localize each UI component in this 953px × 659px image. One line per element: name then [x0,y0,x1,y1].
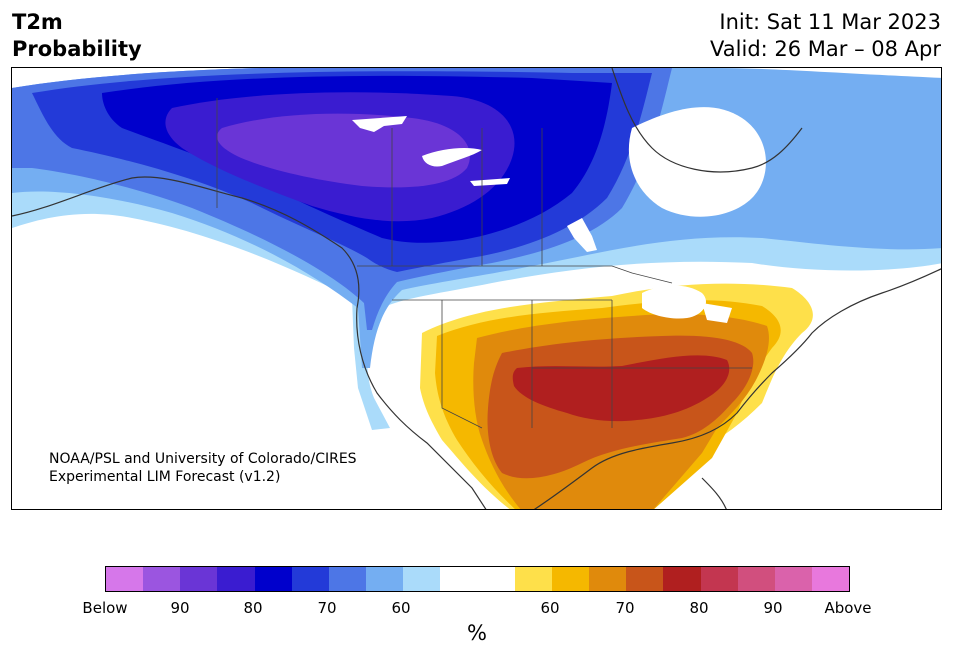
map-canvas [12,68,941,509]
colorbar-swatch [774,567,812,591]
colorbar-tick-label: 60 [391,599,411,617]
colorbar-tick-label: 70 [615,599,635,617]
lake-athabasca [470,178,510,186]
colorbar-swatch [663,567,701,591]
colorbar-swatch [106,567,144,591]
credit-line-1: NOAA/PSL and University of Colorado/CIRE… [49,451,357,467]
colorbar-unit: % [467,621,487,645]
colorbar-swatch [551,567,590,591]
colorbar-swatch [737,567,775,591]
colorbar-swatch [514,567,552,591]
colorbar-swatch [328,567,367,591]
colorbar-tick-label: 70 [317,599,337,617]
hudson-bay-water [628,107,766,217]
colorbar-tick-label: Below [82,599,128,617]
colorbar-swatch [700,567,738,591]
coastlines [12,68,941,509]
forecast-dates: Init: Sat 11 Mar 2023 Valid: 26 Mar – 08… [710,9,941,63]
title-line-1: T2m [12,10,63,34]
colorbar-tick-label: Above [824,599,872,617]
colorbar-swatch [366,567,404,591]
forecast-map [11,67,942,510]
colorbar-swatch [811,567,850,591]
colorbar-swatch [254,567,292,591]
below-90-region [217,113,470,188]
colorbar-swatch [291,567,329,591]
valid-range: Valid: 26 Mar – 08 Apr [710,37,941,61]
colorbar-swatch [180,567,218,591]
colorbar-tick-label: 60 [540,599,560,617]
lake-winnipeg [567,218,597,252]
map-credit: NOAA/PSL and University of Colorado/CIRE… [49,450,357,486]
credit-line-2: Experimental LIM Forecast (v1.2) [49,469,281,485]
colorbar-swatch [626,567,664,591]
colorbar-swatch [143,567,181,591]
above-80-region [512,355,730,422]
init-date: Init: Sat 11 Mar 2023 [719,10,941,34]
colorbar-swatch [477,567,515,591]
colorbar-tick-label: 90 [170,599,190,617]
colorbar-tick-label: 90 [763,599,783,617]
colorbar-swatch [589,567,627,591]
lake-great-slave [422,148,482,167]
title-line-2: Probability [12,37,142,61]
colorbar-swatch [217,567,255,591]
political-borders [216,98,752,429]
colorbar-tick-label: 80 [243,599,263,617]
colorbar-tick-label: 80 [689,599,709,617]
great-lakes [642,285,732,323]
map-title: T2m Probability [12,9,142,63]
lake-great-bear [352,116,407,132]
colorbar-swatch [440,567,478,591]
colorbar-swatch [403,567,441,591]
probability-colorbar [105,566,850,592]
